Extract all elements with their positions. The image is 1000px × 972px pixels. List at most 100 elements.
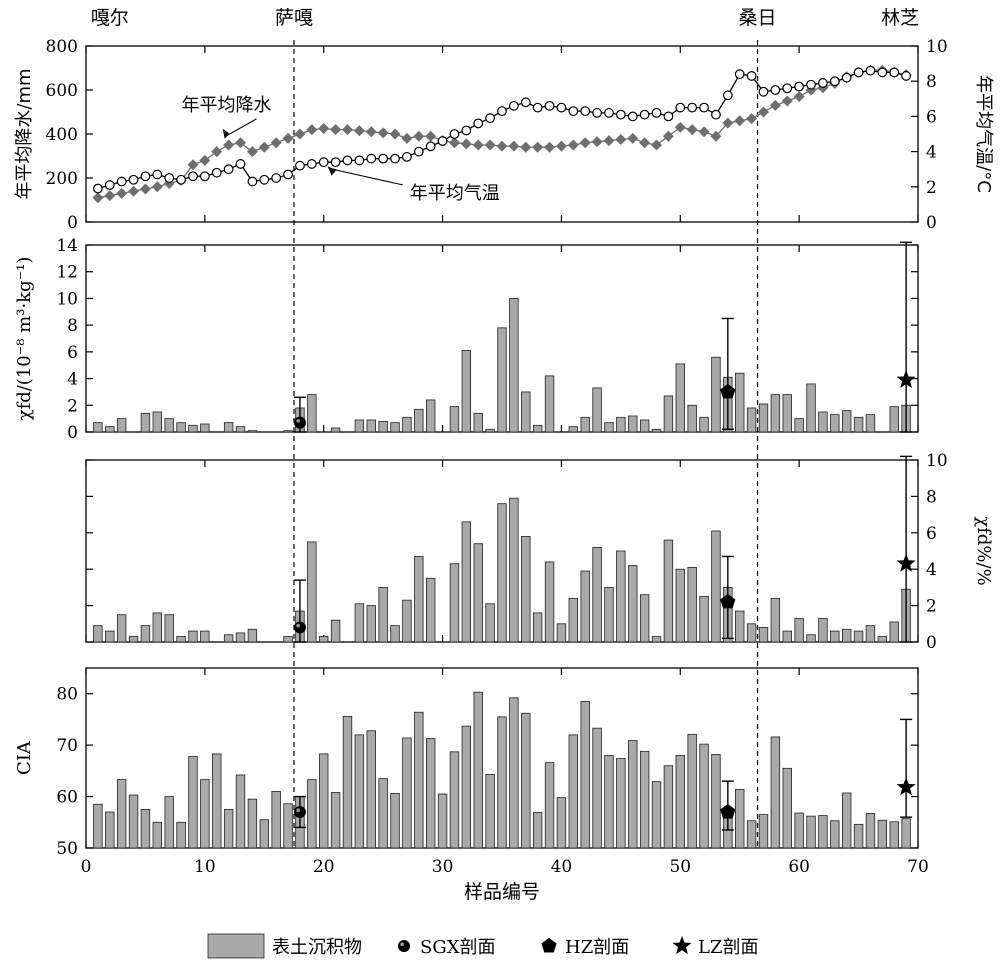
panel-cia-bar-56 (746, 820, 757, 849)
panel-climate-series-1-point-66 (865, 65, 876, 76)
panel-climate-series-1-point-16 (271, 173, 282, 183)
panel-chi-fd-ytick-label-left-3: 6 (67, 343, 78, 363)
panel-climate-series-1-point-7 (164, 173, 175, 183)
panel-chi-fd-bar-63 (830, 414, 840, 433)
panel-chi-fd-bar-44 (604, 422, 614, 433)
panel-chi-fd-pct-bar-8 (176, 636, 186, 643)
panel-climate-series-0-point-45 (615, 134, 627, 145)
panel-climate-series-0-point-11 (211, 146, 223, 158)
panel-chi-fd-pct-point-circle (293, 621, 306, 634)
panel-chi-fd-pct-point-pentagon (720, 594, 736, 609)
panel-chi-fd-bar-10 (200, 423, 210, 433)
panel-climate-series-1-point-23 (354, 155, 365, 166)
panel-climate-series-0-point-22 (341, 124, 353, 136)
panel-climate-series-1-point-27 (402, 151, 412, 162)
panel-cia-ytick-label-left-1: 60 (56, 788, 78, 808)
panel-chi-fd-pct-bar-40 (556, 623, 567, 643)
panel-climate-series-0-point-59 (781, 95, 793, 107)
panel-cia-bar-59 (782, 767, 792, 849)
panel-chi-fd-ylabel-left: χfd/(10⁻⁸ m³·kg⁻¹) (14, 257, 35, 421)
panel-cia-bar-24 (366, 730, 376, 849)
panel-chi-fd-pct-bar-31 (449, 563, 460, 643)
panel-climate-series-1-point-65 (853, 67, 864, 78)
panel-chi-fd-bar-33 (473, 412, 483, 433)
panel-chi-fd-pct-bar-6 (152, 612, 163, 643)
panel-climate-annotation-1-arrowhead (327, 166, 337, 176)
panel-chi-fd-pct-bar-19 (307, 541, 317, 643)
panel-climate-series-1-point-19 (306, 159, 317, 169)
panel-cia-bar-42 (580, 701, 590, 849)
panel-cia-bar-67 (877, 819, 888, 849)
panel-chi-fd-bar-31 (449, 406, 460, 433)
panel-chi-fd-pct-bar-43 (592, 546, 602, 643)
panel-cia-bar-15 (259, 819, 269, 849)
panel-climate-series-1-point-30 (437, 136, 448, 146)
panel-climate-series-1-point-61 (806, 79, 816, 90)
panel-chi-fd-bar-41 (568, 426, 579, 433)
panel-climate-ylabel-right: 年平均气温/°C (973, 75, 994, 193)
panel-climate-series-1-point-12 (223, 164, 234, 175)
panel-climate-series-1-point-64 (841, 72, 852, 83)
panel-climate-series-1-point-6 (152, 169, 163, 180)
panel-climate-series-0-point-60 (793, 91, 805, 103)
panel-cia-bar-57 (758, 814, 769, 849)
panel-climate-series-0-point-15 (258, 141, 270, 153)
panel-cia-point-star (896, 777, 916, 796)
panel-climate-series-1-point-18 (295, 160, 305, 171)
panel-cia-bar-4 (128, 794, 139, 849)
panel-cia-bar-69 (901, 818, 911, 849)
panel-climate-ytick-label-left-4: 800 (46, 37, 78, 57)
panel-climate-series-0-point-3 (116, 187, 128, 199)
panel-cia-bar-64 (841, 792, 852, 849)
panel-chi-fd-bar-3 (116, 418, 127, 433)
panel-climate-series-0-point-49 (662, 130, 674, 142)
panel-chi-fd-pct-bar-23 (354, 603, 365, 643)
panel-chi-fd-bar-34 (485, 428, 495, 433)
panel-climate-series-0-point-27 (401, 132, 413, 144)
panel-chi-fd-pct-bar-33 (473, 543, 483, 643)
panel-chi-fd-bar-57 (758, 403, 769, 433)
panel-chi-fd-pct-bar-13 (235, 632, 246, 643)
panel-climate-series-0-point-14 (246, 146, 258, 158)
panel-climate-series-1-point-59 (782, 83, 793, 94)
panel-chi-fd-bar-24 (366, 419, 376, 433)
panel-climate-ytick-label-right-2: 4 (926, 143, 937, 163)
legend-marker-circle-highlight (400, 942, 405, 946)
legend-label-3: LZ剖面 (698, 937, 758, 958)
panel-climate-series-1-point-51 (687, 102, 698, 113)
panel-chi-fd-pct-bar-38 (532, 612, 543, 643)
panel-climate-series-0-point-42 (579, 137, 591, 149)
panel-chi-fd-bar-38 (532, 424, 543, 433)
panel-climate-series-1-point-60 (794, 81, 805, 92)
panel-cia-bar-25 (378, 778, 388, 849)
panel-chi-fd-bar-64 (841, 410, 852, 433)
panel-cia-bar-19 (307, 779, 317, 849)
panel-chi-fd-point-circle-shape (293, 416, 306, 429)
x-tick-label-4: 40 (551, 857, 573, 877)
panel-climate-series-1-point-15 (259, 174, 270, 185)
panel-climate-annotation-0-arrow (224, 118, 257, 138)
panel-chi-fd-ytick-label-left-0: 0 (67, 423, 78, 443)
panel-cia-bar-50 (675, 755, 685, 849)
panel-climate-series-0-point-4 (128, 185, 140, 197)
panel-cia-bar-43 (592, 727, 602, 849)
panel-climate-annotation-1: 年平均气温 (410, 183, 500, 204)
panel-chi-fd-ytick-label-left-4: 8 (67, 316, 78, 336)
panel-cia-bar-28 (414, 711, 424, 849)
panel-cia-bar-32 (461, 725, 472, 849)
panel-chi-fd-bar-49 (663, 395, 674, 433)
panel-climate-series-0-point-2 (104, 190, 116, 202)
x-tick-label-2: 20 (313, 857, 335, 877)
panel-chi-fd-pct-bar-3 (116, 614, 127, 643)
panel-cia-bar-13 (235, 774, 246, 849)
panel-cia-bar-10 (200, 779, 210, 849)
panel-cia-bar-27 (402, 737, 412, 849)
panel-climate-series-0-point-55 (734, 115, 746, 127)
panel-climate-series-1-point-24 (366, 153, 377, 164)
panel-chi-fd-bar-27 (402, 416, 412, 433)
legend-label-2: HZ剖面 (565, 937, 629, 958)
panel-chi-fd-pct-ytick-label-right-2: 4 (926, 560, 937, 580)
panel-climate-series-1-point-5 (140, 171, 151, 182)
panel-chi-fd-pct-bar-42 (580, 570, 590, 643)
panel-climate-series-1-point-21 (330, 157, 341, 168)
